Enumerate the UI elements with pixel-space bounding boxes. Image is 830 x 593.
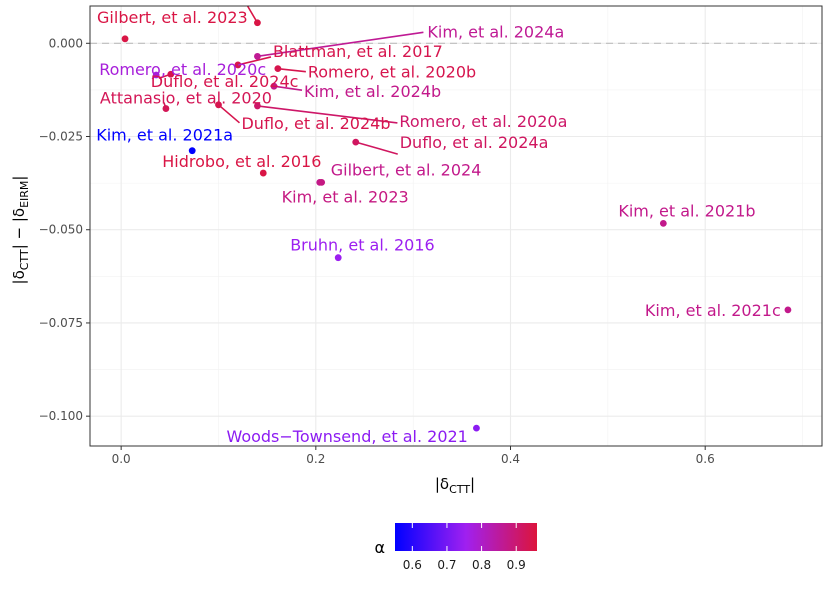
x-tick-label: 0.2	[306, 452, 325, 466]
data-point	[254, 102, 261, 110]
data-point	[121, 35, 129, 43]
point-label: Blattman, et al. 2017	[273, 42, 443, 61]
label-leader-line	[257, 105, 398, 124]
data-point	[318, 178, 326, 186]
point-label: Duflo, et al. 2024b	[241, 114, 390, 133]
data-point	[274, 65, 282, 73]
data-point	[254, 19, 261, 27]
point-label: Romero, et al. 2020c	[99, 60, 266, 79]
data-point	[334, 254, 342, 262]
point-label: Kim, et al. 2021a	[96, 126, 233, 145]
color-legend-ticks: 0.6 0.7 0.8 0.9	[403, 523, 526, 572]
x-tick-label: 0.6	[696, 452, 715, 466]
point-label: Bruhn, et al. 2016	[290, 236, 435, 255]
y-tick-label: −0.100	[39, 409, 83, 423]
data-point	[162, 105, 170, 112]
point-label: Kim, et al. 2021c	[645, 301, 781, 320]
point-label: Hidrobo, et al. 2016	[162, 152, 321, 171]
y-axis-ticks: 0.000 −0.025 −0.050 −0.075 −0.100	[39, 36, 90, 423]
y-tick-label: −0.075	[39, 316, 83, 330]
label-leader-line	[217, 104, 241, 124]
y-axis-title: |δCTT| − |δEIRM|	[10, 176, 31, 285]
data-point	[659, 219, 667, 227]
label-leader-line	[355, 141, 398, 155]
point-label: Kim, et al. 2024b	[304, 82, 441, 101]
legend-title: α	[374, 538, 385, 557]
point-label: Duflo, et al. 2024c	[151, 72, 299, 91]
y-tick-label: 0.000	[49, 36, 83, 50]
point-label: Kim, et al. 2021b	[618, 201, 755, 220]
x-tick-label: 0.4	[501, 452, 520, 466]
data-points	[121, 19, 792, 432]
y-tick-label: −0.050	[39, 223, 83, 237]
point-label: Duflo, et al. 2024a	[400, 133, 549, 152]
data-point	[352, 138, 360, 146]
legend-tick-label: 0.7	[437, 558, 456, 572]
data-point	[215, 101, 222, 109]
legend-tick-label: 0.6	[403, 558, 422, 572]
point-label: Woods−Townsend, et al. 2021	[226, 427, 467, 446]
data-point	[152, 71, 160, 79]
x-tick-label: 0.0	[112, 452, 131, 466]
panel-border	[89, 5, 823, 447]
data-point	[259, 169, 267, 177]
point-label: Romero, et al. 2020b	[308, 63, 476, 82]
data-point	[254, 52, 261, 60]
label-leader-line	[237, 56, 272, 66]
point-label: Attanasio, et al. 2020	[100, 89, 272, 108]
label-leader-line	[277, 67, 306, 73]
point-label: Gilbert, et al. 2024	[331, 160, 482, 179]
color-legend-bar	[395, 523, 537, 551]
point-label: Kim, et al. 2024a	[427, 22, 564, 41]
data-point	[188, 147, 196, 155]
label-leader-line	[273, 85, 303, 91]
point-labels: Gilbert, et al. 2023de Barros, et al. 20…	[96, 8, 781, 446]
data-point	[167, 70, 175, 78]
grid-lines	[90, 6, 822, 446]
y-tick-label: −0.025	[39, 130, 83, 144]
data-point	[784, 306, 792, 314]
data-point	[473, 424, 480, 432]
legend-tick-label: 0.9	[507, 558, 526, 572]
x-axis-ticks: 0.0 0.2 0.4 0.6	[112, 446, 715, 466]
data-point	[270, 82, 278, 90]
x-axis-title: |δCTT|	[435, 475, 475, 496]
point-label: Kim, et al. 2023	[282, 187, 409, 206]
point-label: Gilbert, et al. 2023	[97, 8, 248, 27]
label-leader-line	[257, 31, 424, 58]
point-label: Romero, et al. 2020a	[399, 112, 567, 131]
legend-tick-label: 0.8	[472, 558, 491, 572]
data-point	[234, 61, 242, 69]
label-leader-lines	[151, 5, 424, 155]
